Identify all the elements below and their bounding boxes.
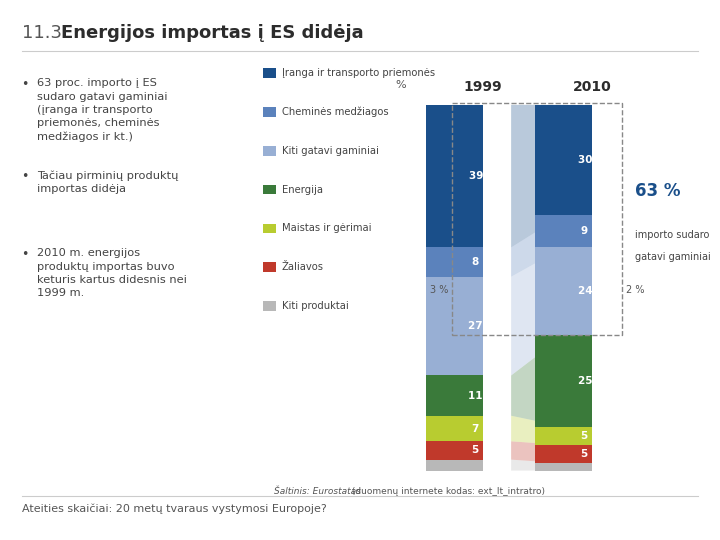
Bar bbox=[536, 105, 592, 214]
Text: 5 %: 5 % bbox=[581, 449, 603, 459]
Text: Kiti produktai: Kiti produktai bbox=[282, 301, 348, 311]
Bar bbox=[426, 105, 483, 247]
Bar bbox=[536, 427, 592, 445]
Text: Maistas ir gėrimai: Maistas ir gėrimai bbox=[282, 224, 371, 233]
Text: 7 %: 7 % bbox=[472, 423, 493, 434]
Bar bbox=[426, 247, 483, 276]
Text: 25 %: 25 % bbox=[577, 376, 606, 386]
Text: 9 %: 9 % bbox=[582, 226, 603, 236]
Polygon shape bbox=[511, 441, 564, 463]
Text: 2010: 2010 bbox=[572, 80, 611, 94]
Bar bbox=[426, 276, 483, 375]
Text: gatavi gaminiai: gatavi gaminiai bbox=[634, 252, 711, 262]
Text: 39 %: 39 % bbox=[469, 171, 497, 181]
Text: importo sudaro: importo sudaro bbox=[634, 230, 709, 240]
Bar bbox=[426, 416, 483, 441]
Text: 2 %: 2 % bbox=[626, 285, 645, 294]
Text: Ateities skaičiai: 20 metų tvaraus vystymosi Europoje?: Ateities skaičiai: 20 metų tvaraus vysty… bbox=[22, 503, 326, 514]
Text: Energijos importas į ES didėja: Energijos importas į ES didėja bbox=[61, 24, 364, 42]
Text: 5 %: 5 % bbox=[472, 446, 493, 455]
Text: 8 %: 8 % bbox=[472, 257, 493, 267]
Text: Tačiau pirminių produktų
importas didėja: Tačiau pirminių produktų importas didėja bbox=[37, 170, 179, 194]
Text: %: % bbox=[396, 80, 406, 90]
Bar bbox=[536, 247, 592, 335]
Bar bbox=[536, 335, 592, 427]
Text: 1999: 1999 bbox=[464, 80, 502, 94]
Bar bbox=[452, 103, 622, 335]
Text: 3 %: 3 % bbox=[430, 285, 449, 294]
Bar bbox=[426, 441, 483, 460]
Polygon shape bbox=[511, 105, 564, 247]
Text: Cheminės medžiagos: Cheminės medžiagos bbox=[282, 106, 388, 117]
Text: Žaliavos: Žaliavos bbox=[282, 262, 323, 272]
Polygon shape bbox=[511, 416, 564, 445]
Text: 2010 m. energijos
produktų importas buvo
keturis kartus didesnis nei
1999 m.: 2010 m. energijos produktų importas buvo… bbox=[37, 248, 187, 298]
Bar bbox=[426, 460, 483, 470]
Text: Energija: Energija bbox=[282, 185, 323, 194]
Polygon shape bbox=[511, 460, 564, 470]
Text: •: • bbox=[22, 170, 29, 183]
Text: 5 %: 5 % bbox=[581, 431, 603, 441]
Text: Kiti gatavi gaminiai: Kiti gatavi gaminiai bbox=[282, 146, 379, 156]
Text: •: • bbox=[22, 248, 29, 261]
Polygon shape bbox=[511, 335, 564, 427]
Text: 11.3: 11.3 bbox=[22, 24, 68, 42]
Text: (duomenų internete kodas: ext_lt_intratro): (duomenų internete kodas: ext_lt_intratr… bbox=[349, 487, 545, 496]
Bar bbox=[536, 463, 592, 470]
Polygon shape bbox=[511, 214, 564, 276]
Text: 27 %: 27 % bbox=[469, 321, 498, 331]
Text: 63 %: 63 % bbox=[634, 182, 680, 200]
Polygon shape bbox=[511, 247, 564, 375]
Text: Šaltinis: Eurostatas: Šaltinis: Eurostatas bbox=[274, 487, 361, 496]
Text: •: • bbox=[22, 78, 29, 91]
Text: 63 proc. importo į ES
sudaro gatavi gaminiai
(įranga ir transporto
priemonės, ch: 63 proc. importo į ES sudaro gatavi gami… bbox=[37, 78, 168, 142]
Text: 30 %: 30 % bbox=[577, 155, 606, 165]
Bar bbox=[536, 214, 592, 247]
Text: Įranga ir transporto priemonės: Įranga ir transporto priemonės bbox=[282, 68, 435, 78]
Text: 24 %: 24 % bbox=[577, 286, 606, 296]
Bar bbox=[536, 445, 592, 463]
Bar bbox=[426, 375, 483, 416]
Text: 11 %: 11 % bbox=[469, 390, 497, 401]
